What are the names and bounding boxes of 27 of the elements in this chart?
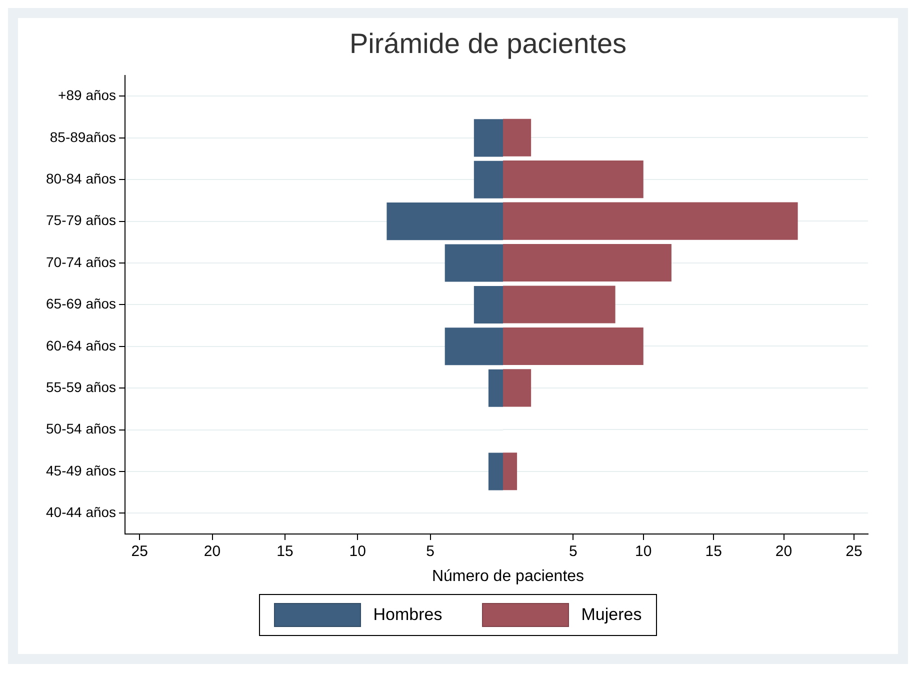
chart-title: Pirámide de pacientes — [349, 27, 627, 61]
x-tick-label: 5 — [426, 543, 434, 560]
y-tick-label: 85-89años — [50, 128, 116, 145]
x-tick-label: 5 — [569, 543, 578, 560]
y-tick-label: 65-69 años — [46, 296, 116, 312]
y-tick-label: 80-84 años — [46, 170, 116, 186]
y-tick-label: 60-64 años — [46, 337, 116, 354]
y-tick-label: 75-79 años — [46, 212, 116, 228]
y-tick-label: 55-59 años — [46, 378, 116, 395]
bar — [474, 286, 503, 324]
x-tick-label: 25 — [131, 543, 148, 560]
y-tick-label: 45-49 años — [46, 462, 116, 478]
x-tick-label: 20 — [775, 543, 792, 560]
x-axis-title: Número de pacientes — [432, 568, 584, 586]
bar — [474, 160, 503, 198]
y-tick-label: 50-54 años — [46, 420, 116, 437]
x-tick-label: 15 — [705, 543, 722, 560]
x-tick-label: 10 — [349, 543, 366, 560]
x-tick-label: 20 — [204, 543, 221, 560]
text: Mujeres — [581, 605, 642, 625]
text: Hombres — [373, 605, 442, 625]
y-tick-label: 70-74 años — [46, 254, 116, 270]
x-tick-label: 15 — [276, 543, 294, 560]
x-tick-label: 25 — [846, 543, 862, 560]
x-tick-label: 10 — [635, 543, 652, 560]
y-tick-label: 40-44 años — [46, 504, 116, 520]
y-tick-label: +89 años — [58, 87, 116, 104]
